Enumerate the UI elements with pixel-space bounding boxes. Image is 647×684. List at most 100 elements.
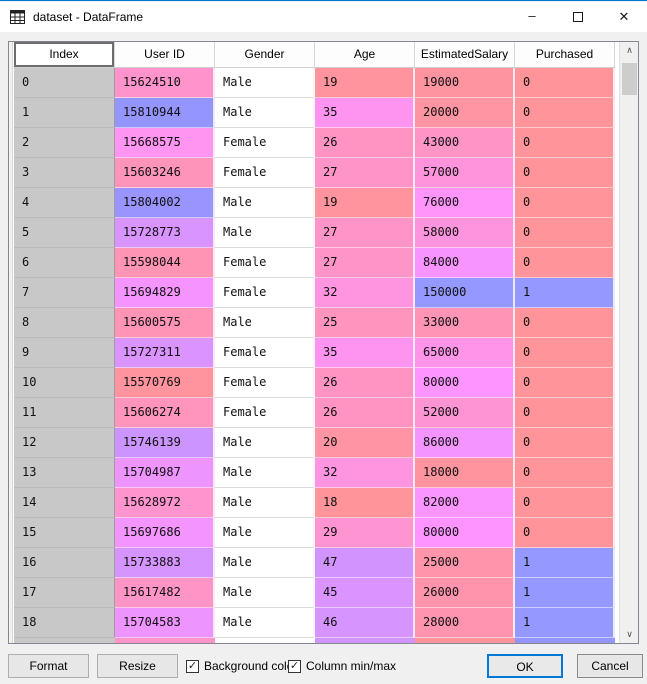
table-cell[interactable]: 8 [14, 308, 115, 338]
table-cell[interactable]: 15624510 [115, 68, 215, 98]
table-cell[interactable]: Male [215, 188, 315, 218]
table-cell[interactable]: 15810944 [115, 98, 215, 128]
table-cell[interactable]: 27 [315, 248, 415, 278]
table-cell[interactable]: 5 [14, 218, 115, 248]
column-minmax-checkbox[interactable]: ✓ [288, 659, 301, 673]
table-cell[interactable]: 10 [14, 368, 115, 398]
table-cell[interactable]: 0 [14, 68, 115, 98]
table-cell[interactable]: Male [215, 488, 315, 518]
table-cell[interactable]: 15733883 [115, 548, 215, 578]
table-cell[interactable]: 0 [515, 158, 615, 188]
table-cell[interactable]: 27 [315, 158, 415, 188]
table-cell[interactable]: 0 [515, 308, 615, 338]
table-cell[interactable]: 58000 [415, 218, 515, 248]
table-cell[interactable]: 0 [515, 488, 615, 518]
table-cell[interactable] [315, 638, 415, 643]
table-cell[interactable]: 0 [515, 68, 615, 98]
close-button[interactable]: ✕ [601, 2, 647, 32]
table-cell[interactable]: 3 [14, 158, 115, 188]
column-header-age[interactable]: Age [315, 42, 415, 68]
table-cell[interactable]: Female [215, 158, 315, 188]
resize-button[interactable]: Resize [97, 654, 178, 678]
table-cell[interactable]: 1 [515, 608, 615, 638]
table-cell[interactable]: 15617482 [115, 578, 215, 608]
table-cell[interactable]: Male [215, 608, 315, 638]
scroll-down-button[interactable]: ∨ [626, 629, 633, 639]
table-cell[interactable]: 15704987 [115, 458, 215, 488]
table-cell[interactable]: 14 [14, 488, 115, 518]
table-cell[interactable]: 84000 [415, 248, 515, 278]
column-header-index[interactable]: Index [14, 42, 115, 68]
table-cell[interactable]: 17 [14, 578, 115, 608]
table-cell[interactable]: 0 [515, 458, 615, 488]
table-cell[interactable]: 0 [515, 368, 615, 398]
column-minmax-option[interactable]: ✓ Column min/max [288, 654, 396, 678]
table-cell[interactable]: 76000 [415, 188, 515, 218]
table-cell[interactable]: 1 [515, 548, 615, 578]
table-cell[interactable]: 15668575 [115, 128, 215, 158]
vertical-scrollbar[interactable]: ∧ ∨ [619, 42, 638, 643]
table-cell[interactable]: 35 [315, 338, 415, 368]
table-cell[interactable]: 1 [515, 278, 615, 308]
background-color-option[interactable]: ✓ Background color [186, 654, 297, 678]
table-cell[interactable]: 15606274 [115, 398, 215, 428]
table-cell[interactable]: 6 [14, 248, 115, 278]
table-cell[interactable]: 26000 [415, 578, 515, 608]
table-cell[interactable]: 11 [14, 398, 115, 428]
table-cell[interactable]: 19 [315, 188, 415, 218]
table-cell[interactable]: 15694829 [115, 278, 215, 308]
table-cell[interactable]: 25000 [415, 548, 515, 578]
table-cell[interactable]: 15598044 [115, 248, 215, 278]
column-header-estimatedsalary[interactable]: EstimatedSalary [415, 42, 515, 68]
table-cell[interactable]: Male [215, 458, 315, 488]
table-cell[interactable]: 4 [14, 188, 115, 218]
table-cell[interactable]: 47 [315, 548, 415, 578]
table-cell[interactable] [415, 638, 515, 643]
table-cell[interactable]: Female [215, 338, 315, 368]
table-cell[interactable]: 32 [315, 458, 415, 488]
column-header-purchased[interactable]: Purchased [515, 42, 615, 68]
table-cell[interactable]: 0 [515, 518, 615, 548]
table-cell[interactable]: 15697686 [115, 518, 215, 548]
table-cell[interactable]: 43000 [415, 128, 515, 158]
table-cell[interactable]: Female [215, 248, 315, 278]
table-cell[interactable]: Male [215, 68, 315, 98]
table-cell[interactable]: 0 [515, 188, 615, 218]
table-cell[interactable]: 1 [14, 98, 115, 128]
scroll-up-button[interactable]: ∧ [626, 45, 633, 55]
cancel-button[interactable]: Cancel [577, 654, 643, 678]
table-cell[interactable]: 16 [14, 548, 115, 578]
table-cell[interactable]: 27 [315, 218, 415, 248]
table-cell[interactable]: 0 [515, 338, 615, 368]
table-cell[interactable]: 12 [14, 428, 115, 458]
table-cell[interactable]: Male [215, 428, 315, 458]
table-cell[interactable]: 7 [14, 278, 115, 308]
table-cell[interactable]: 0 [515, 428, 615, 458]
ok-button[interactable]: OK [487, 654, 563, 678]
title-bar[interactable]: dataset - DataFrame – ✕ [0, 2, 647, 32]
table-cell[interactable]: 18000 [415, 458, 515, 488]
table-cell[interactable]: 80000 [415, 368, 515, 398]
table-cell[interactable]: 0 [515, 248, 615, 278]
table-cell[interactable]: 1 [515, 578, 615, 608]
table-cell[interactable]: 15746139 [115, 428, 215, 458]
table-cell[interactable]: 80000 [415, 518, 515, 548]
table-cell[interactable]: Male [215, 218, 315, 248]
table-cell[interactable]: 15570769 [115, 368, 215, 398]
column-header-user-id[interactable]: User ID [115, 42, 215, 68]
table-cell[interactable]: Male [215, 518, 315, 548]
table-cell[interactable]: Female [215, 368, 315, 398]
table-cell[interactable]: 9 [14, 338, 115, 368]
table-cell[interactable]: 26 [315, 398, 415, 428]
table-cell[interactable]: Female [215, 128, 315, 158]
table-cell[interactable]: 0 [515, 218, 615, 248]
table-cell[interactable]: Male [215, 308, 315, 338]
table-cell[interactable]: 15 [14, 518, 115, 548]
table-cell[interactable] [515, 638, 615, 643]
table-cell[interactable]: 57000 [415, 158, 515, 188]
table-cell[interactable]: 150000 [415, 278, 515, 308]
table-cell[interactable]: 15603246 [115, 158, 215, 188]
table-cell[interactable]: 15628972 [115, 488, 215, 518]
column-header-gender[interactable]: Gender [215, 42, 315, 68]
table-cell[interactable]: 19000 [415, 68, 515, 98]
